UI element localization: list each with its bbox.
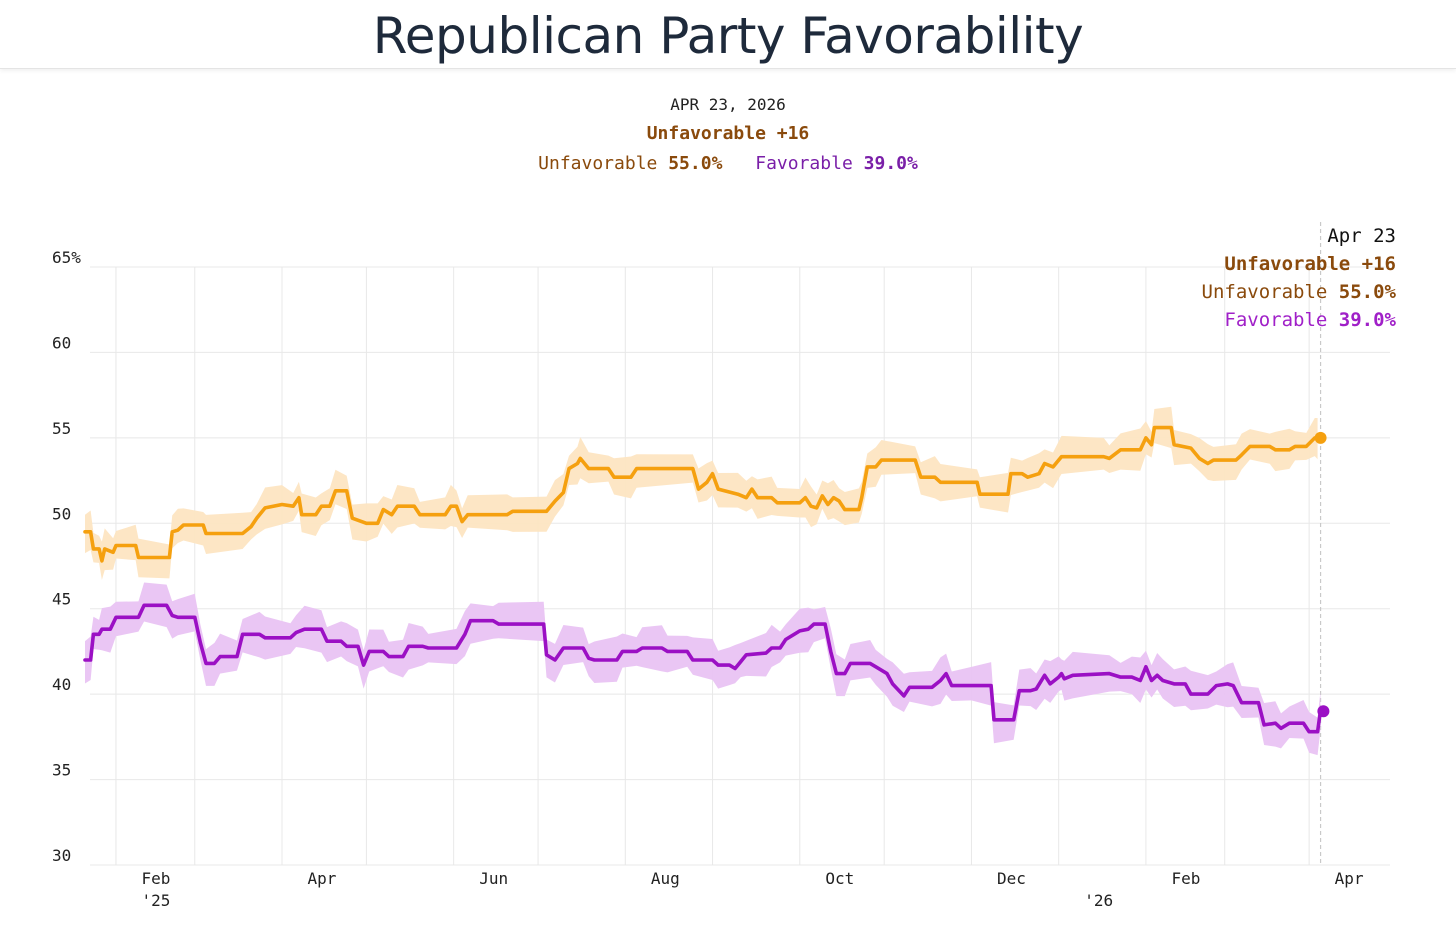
x-tick-label: Apr: [1335, 869, 1364, 888]
x-tick-label: Oct: [825, 869, 854, 888]
annotation-fav: Favorable 39.0%: [1202, 306, 1396, 334]
x-tick-label: Feb: [1171, 869, 1200, 888]
x-tick-label: Dec: [997, 869, 1026, 888]
summary-fav-value: 39.0%: [863, 153, 918, 174]
band-layer: [85, 406, 1321, 756]
marker-layer: [1314, 431, 1330, 718]
summary-net: Unfavorable +16: [646, 123, 810, 144]
unfavorable-endpoint: [1314, 431, 1327, 444]
favorable-line: [83, 603, 1323, 734]
y-tick-label: 35: [52, 761, 71, 780]
x-tick-label: Apr: [308, 869, 337, 888]
summary-unfav-value: 55.0%: [668, 153, 723, 174]
annotation-fav-value: 39.0%: [1338, 309, 1396, 331]
annotation-unfav-value: 55.0%: [1338, 281, 1396, 303]
x-tick-label: Aug: [651, 869, 680, 888]
summary-values: Unfavorable 55.0% Favorable 39.0%: [0, 150, 1456, 178]
summary-fav-label: Favorable: [755, 153, 853, 174]
line-layer: [83, 425, 1323, 734]
unfavorable-uncertainty-band: [85, 406, 1318, 580]
favorable-uncertainty-band: [85, 582, 1321, 756]
x-tick-sublabel: '25: [142, 891, 171, 910]
y-tick-label: 60: [52, 333, 71, 352]
title-bar: Republican Party Favorability: [0, 0, 1456, 69]
y-tick-label: 50: [52, 504, 71, 523]
y-tick-label: 30: [52, 846, 71, 865]
unfavorable-line: [83, 425, 1320, 563]
tick-layer: 30 35 40 45 50 55 60 65% Feb '25 Apr Jun Aug Oct Dec '2…: [52, 248, 1364, 910]
y-tick-label: 65%: [52, 248, 81, 267]
hover-annotation: Apr 23 Unfavorable +16 Unfavorable 55.0%…: [1202, 222, 1397, 334]
annotation-net: Unfavorable +16: [1224, 253, 1396, 275]
y-tick-label: 55: [52, 419, 71, 438]
annotation-fav-label: Favorable: [1224, 309, 1328, 331]
x-tick-label: Jun: [479, 869, 508, 888]
summary-header: APR 23, 2026 Unfavorable +16 Unfavorable…: [0, 92, 1456, 178]
annotation-unfav: Unfavorable 55.0%: [1202, 278, 1397, 306]
x-tick-label: Feb: [142, 869, 171, 888]
summary-date: APR 23, 2026: [670, 95, 786, 114]
grid-layer: [90, 222, 1390, 866]
page-title: Republican Party Favorability: [372, 7, 1084, 65]
summary-unfav-label: Unfavorable: [538, 153, 658, 174]
annotation-date: Apr 23: [1327, 225, 1396, 247]
favorability-chart[interactable]: 30 35 40 45 50 55 60 65% Feb '25 Apr Jun Aug Oct Dec '2…: [0, 200, 1456, 932]
favorable-endpoint: [1317, 705, 1330, 718]
y-tick-label: 40: [52, 675, 71, 694]
x-tick-sublabel: '26: [1084, 891, 1113, 910]
annotation-unfav-label: Unfavorable: [1201, 281, 1328, 303]
y-tick-label: 45: [52, 590, 71, 609]
